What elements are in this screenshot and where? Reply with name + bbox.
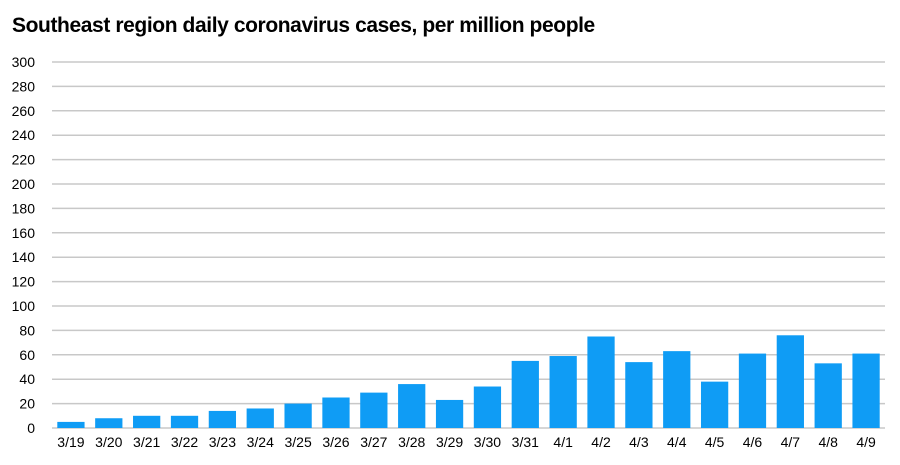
- y-tick-label: 80: [19, 322, 35, 338]
- y-tick-label: 0: [27, 420, 35, 436]
- y-tick-label: 260: [12, 103, 36, 119]
- x-tick-label: 3/26: [322, 434, 349, 450]
- y-tick-label: 240: [12, 127, 36, 143]
- x-tick-label: 4/3: [629, 434, 649, 450]
- x-tick-label: 3/31: [512, 434, 539, 450]
- y-tick-label: 120: [12, 274, 36, 290]
- y-tick-label: 200: [12, 176, 36, 192]
- x-tick-label: 4/1: [553, 434, 573, 450]
- x-tick-label: 4/6: [743, 434, 763, 450]
- gridlines: [52, 61, 885, 429]
- y-axis-tick-labels: 0 20 40 60 80 100 120 140 160 180 200 220 240 260 280 3…: [12, 54, 36, 436]
- x-tick-label: 3/19: [57, 434, 84, 450]
- x-tick-label: 4/5: [705, 434, 725, 450]
- bar-3-22: [170, 415, 199, 428]
- bar-4-8: [814, 363, 842, 428]
- y-tick-label: 300: [12, 54, 36, 70]
- x-tick-label: 3/24: [247, 434, 274, 450]
- chart-title: Southeast region daily coronavirus cases…: [12, 14, 595, 37]
- y-tick-label: 280: [12, 78, 36, 94]
- x-tick-label: 4/2: [591, 434, 611, 450]
- bar-3-19: [57, 421, 85, 428]
- bar-3-30: [473, 386, 502, 428]
- bar-4-3: [625, 362, 653, 428]
- x-axis-tick-labels: 3/19 3/20 3/21 3/22 3/23 3/24 3/25 3/26 3/27 3/28…: [57, 434, 876, 450]
- bar-3-29: [435, 399, 464, 428]
- bar-4-1: [549, 356, 577, 428]
- x-tick-label: 3/20: [95, 434, 122, 450]
- bar-3-25: [284, 403, 312, 428]
- y-tick-label: 20: [19, 396, 35, 412]
- y-tick-label: 140: [12, 249, 36, 265]
- x-tick-label: 4/7: [781, 434, 801, 450]
- y-tick-label: 40: [19, 371, 35, 387]
- bar-3-31: [511, 360, 539, 428]
- bar-4-9: [852, 353, 880, 428]
- x-tick-label: 4/8: [818, 434, 838, 450]
- x-tick-label: 3/22: [171, 434, 198, 450]
- bar-3-27: [360, 392, 388, 428]
- bar-4-7: [776, 335, 804, 428]
- y-tick-label: 60: [19, 347, 35, 363]
- bar-3-21: [133, 415, 161, 428]
- y-tick-label: 220: [12, 152, 36, 168]
- bar-3-23: [208, 410, 237, 428]
- x-tick-label: 3/25: [284, 434, 311, 450]
- bar-4-5: [700, 381, 729, 428]
- bars: [57, 335, 880, 428]
- x-tick-label: 4/9: [856, 434, 876, 450]
- bar-3-28: [398, 384, 426, 428]
- x-tick-label: 3/21: [133, 434, 160, 450]
- x-tick-label: 3/23: [209, 434, 236, 450]
- y-tick-label: 160: [12, 225, 36, 241]
- x-tick-label: 4/4: [667, 434, 687, 450]
- y-tick-label: 100: [12, 298, 36, 314]
- bar-4-2: [587, 336, 615, 428]
- x-tick-label: 3/28: [398, 434, 425, 450]
- bar-4-4: [663, 351, 691, 428]
- x-tick-label: 3/29: [436, 434, 463, 450]
- bar-3-20: [95, 418, 123, 428]
- bar-4-6: [738, 353, 767, 428]
- bar-3-26: [322, 397, 350, 428]
- y-tick-label: 180: [12, 200, 36, 216]
- x-tick-label: 3/27: [360, 434, 387, 450]
- bar-3-24: [246, 408, 274, 428]
- x-tick-label: 3/30: [474, 434, 501, 450]
